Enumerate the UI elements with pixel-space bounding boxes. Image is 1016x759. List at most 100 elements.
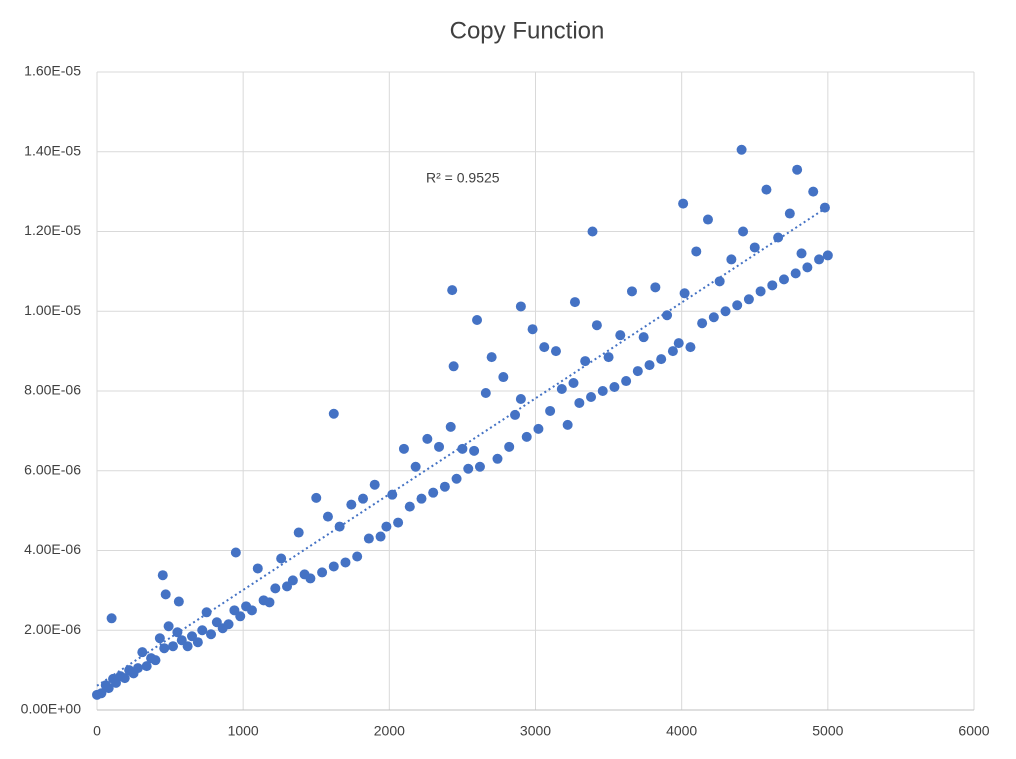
point [609,382,620,393]
y-tick-label: 1.00E-05 [24,302,81,318]
point [206,629,217,640]
point [527,324,538,335]
point [778,274,789,285]
point [168,641,179,652]
point [163,621,174,632]
point [103,683,114,694]
point [790,268,801,279]
point [679,288,690,299]
point [352,551,363,562]
point [615,330,626,341]
point [141,661,152,672]
point [434,441,445,452]
point [398,443,409,454]
point [422,433,433,444]
point [510,409,521,420]
point [586,391,597,402]
y-tick-label: 1.20E-05 [24,222,81,238]
point [197,625,208,636]
point [340,557,351,568]
point [767,280,778,291]
point [472,315,483,326]
point [322,511,333,522]
point [667,346,678,357]
point [393,517,404,528]
point [568,378,579,389]
point [137,647,148,658]
point [720,306,731,317]
point [792,164,803,175]
point [447,285,458,296]
point [743,294,754,305]
point [305,573,316,584]
point [96,688,107,699]
point [574,397,585,408]
point [428,487,439,498]
point [556,384,567,395]
point [363,533,374,544]
point [545,405,556,416]
point [702,214,713,225]
point [504,441,515,452]
point [445,421,456,432]
point [761,184,772,195]
y-tick-label: 1.60E-05 [24,63,81,79]
x-tick-label: 2000 [374,723,405,739]
point [276,553,287,564]
point [732,300,743,311]
point [755,286,766,297]
point [387,489,398,500]
point [632,366,643,377]
point [569,297,580,308]
point [662,310,673,321]
point [591,320,602,331]
point [154,633,165,644]
point [230,547,241,558]
x-tick-label: 1000 [228,723,259,739]
point [521,431,532,442]
point [736,144,747,155]
point [603,352,614,363]
point [749,242,760,253]
trendline [96,205,829,687]
point [182,641,193,652]
point [738,226,749,237]
point [580,356,591,367]
point [808,186,819,197]
point [381,521,392,532]
point [328,408,339,419]
point [685,342,696,353]
point [656,354,667,365]
point [160,589,171,600]
point [486,352,497,363]
y-tick-label: 2.00E-06 [24,621,81,637]
point [539,342,550,353]
point [252,563,263,574]
point [784,208,795,219]
point [119,673,130,684]
point [673,338,684,349]
point [463,463,474,474]
point [410,461,421,472]
y-tick-label: 8.00E-06 [24,382,81,398]
point [375,531,386,542]
point [317,567,328,578]
point [106,613,117,624]
point [457,443,468,454]
point [474,461,485,472]
x-tick-label: 5000 [812,723,843,739]
point [638,332,649,343]
point [264,597,275,608]
point [201,607,212,618]
y-tick-label: 1.40E-05 [24,142,81,158]
point [132,663,143,674]
point [157,570,168,581]
point [515,301,526,312]
point [492,453,503,464]
y-tick-label: 4.00E-06 [24,541,81,557]
point [358,493,369,504]
point [498,372,509,383]
point [448,361,459,372]
point [621,376,632,387]
